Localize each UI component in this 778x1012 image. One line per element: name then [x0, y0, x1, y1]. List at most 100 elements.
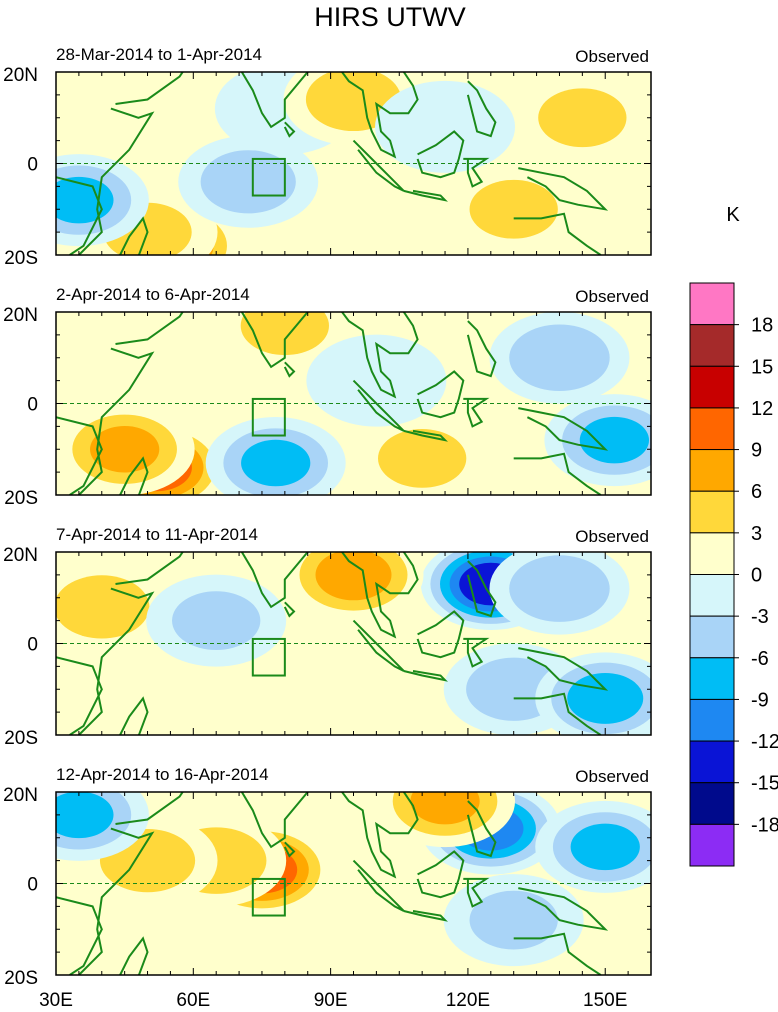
coastline — [518, 167, 609, 211]
coastline — [403, 910, 448, 922]
coastline — [518, 647, 609, 691]
panel-date-range: 2-Apr-2014 to 6-Apr-2014 — [56, 285, 250, 304]
negative-anomaly-contour — [469, 890, 558, 950]
colorbar-label: 0 — [751, 565, 762, 587]
coastline — [340, 72, 419, 159]
panel-date-range: 7-Apr-2014 to 11-Apr-2014 — [56, 525, 258, 544]
y-tick-label: 20N — [3, 785, 38, 806]
x-axis: 30E 60E 90E 120E 150E — [39, 990, 627, 1011]
coastline — [513, 452, 602, 495]
coastline — [56, 176, 103, 255]
coastline — [416, 130, 465, 179]
colorbar-label: -9 — [751, 689, 769, 711]
colorbar-label: 15 — [751, 356, 773, 378]
coastline — [119, 216, 149, 255]
colorbar-swatch — [689, 823, 735, 867]
negative-anomaly-contour — [567, 672, 644, 724]
coastline — [518, 887, 609, 931]
negative-anomaly-contour — [200, 150, 296, 214]
coastline — [340, 792, 419, 879]
positive-anomaly-contour — [315, 552, 392, 601]
coastline — [340, 552, 419, 639]
coastline — [56, 416, 103, 495]
coastline — [115, 552, 184, 585]
coastline — [468, 294, 477, 303]
coastline — [119, 456, 149, 495]
colorbar-swatch — [689, 657, 735, 700]
colorbar-label: -15 — [751, 773, 778, 795]
coastline — [115, 792, 184, 825]
coastline — [466, 80, 497, 138]
panel-label: Observed — [575, 287, 649, 306]
colorbar-label: -18 — [751, 814, 778, 836]
x-tick-label: 150E — [583, 990, 627, 1011]
coastline — [513, 932, 602, 975]
y-tick-label: 20N — [3, 545, 38, 566]
positive-anomaly-contour — [240, 312, 329, 356]
negative-anomaly-contour — [509, 324, 610, 392]
panel-date-range: 12-Apr-2014 to 16-Apr-2014 — [56, 765, 269, 784]
coastline — [463, 637, 490, 668]
colorbar-label: 3 — [751, 523, 762, 545]
colorbar-label: 9 — [751, 440, 762, 462]
colorbar-swatch — [689, 574, 735, 617]
coastline — [403, 429, 448, 442]
anomaly-field — [56, 552, 651, 735]
panel-1: 20N 0 20S 28-Mar-2014 to 1-Apr-2014 Observed — [3, 45, 652, 269]
coastline — [56, 896, 103, 975]
coastline — [283, 841, 296, 858]
y-tick-label: 20S — [4, 968, 38, 989]
coastline — [416, 610, 465, 659]
panel-date-range: 28-Mar-2014 to 1-Apr-2014 — [56, 45, 262, 64]
coastline — [240, 72, 310, 129]
colorbar-swatch — [689, 615, 735, 659]
panel-2: 20N 0 20S 2-Apr-2014 to 6-Apr-2014 Observed — [3, 285, 652, 509]
y-tick-label: 20N — [3, 305, 38, 326]
target-region-box — [251, 637, 286, 677]
chart-title: HIRS UTWV — [314, 2, 466, 32]
coastline — [416, 370, 465, 419]
positive-anomaly-contour — [378, 429, 467, 488]
coastline — [340, 312, 419, 399]
panel-label: Observed — [575, 47, 649, 66]
coastline — [56, 656, 103, 735]
coastline — [240, 312, 310, 369]
negative-anomaly-contour — [56, 176, 114, 224]
panel-label: Observed — [575, 767, 649, 786]
y-tick-label: 0 — [27, 635, 38, 656]
x-tick-label: 90E — [314, 990, 348, 1011]
colorbar-swatch — [689, 782, 735, 825]
units-label: K — [726, 204, 740, 226]
negative-anomaly-contour — [570, 823, 640, 871]
coastline — [468, 534, 477, 543]
coastline — [468, 54, 477, 63]
y-tick-label: 0 — [27, 395, 38, 416]
negative-anomaly-contour — [375, 80, 516, 173]
colorbar-swatch — [689, 490, 735, 534]
colorbar-swatch — [689, 282, 735, 326]
coastline — [463, 397, 490, 428]
x-tick-label: 30E — [39, 990, 73, 1011]
coastline — [119, 936, 149, 975]
colorbar-swatch — [689, 698, 735, 742]
target-region-box — [251, 157, 286, 197]
coastline — [513, 692, 602, 735]
y-tick-label: 20S — [4, 488, 38, 509]
y-tick-label: 20S — [4, 728, 38, 749]
coastline — [416, 850, 465, 899]
negative-anomaly-contour — [241, 439, 311, 487]
positive-anomaly-contour — [191, 666, 332, 735]
coastline — [283, 601, 296, 618]
coastline — [240, 552, 310, 609]
coastline — [466, 320, 497, 378]
target-region-box — [251, 397, 286, 437]
coastline — [466, 800, 497, 858]
coastline — [115, 72, 184, 105]
y-tick-label: 0 — [27, 875, 38, 896]
colorbar-swatch — [689, 740, 735, 784]
coastline — [283, 361, 296, 378]
coastline — [115, 312, 184, 345]
y-tick-label: 20S — [4, 248, 38, 269]
coastline — [518, 407, 609, 451]
